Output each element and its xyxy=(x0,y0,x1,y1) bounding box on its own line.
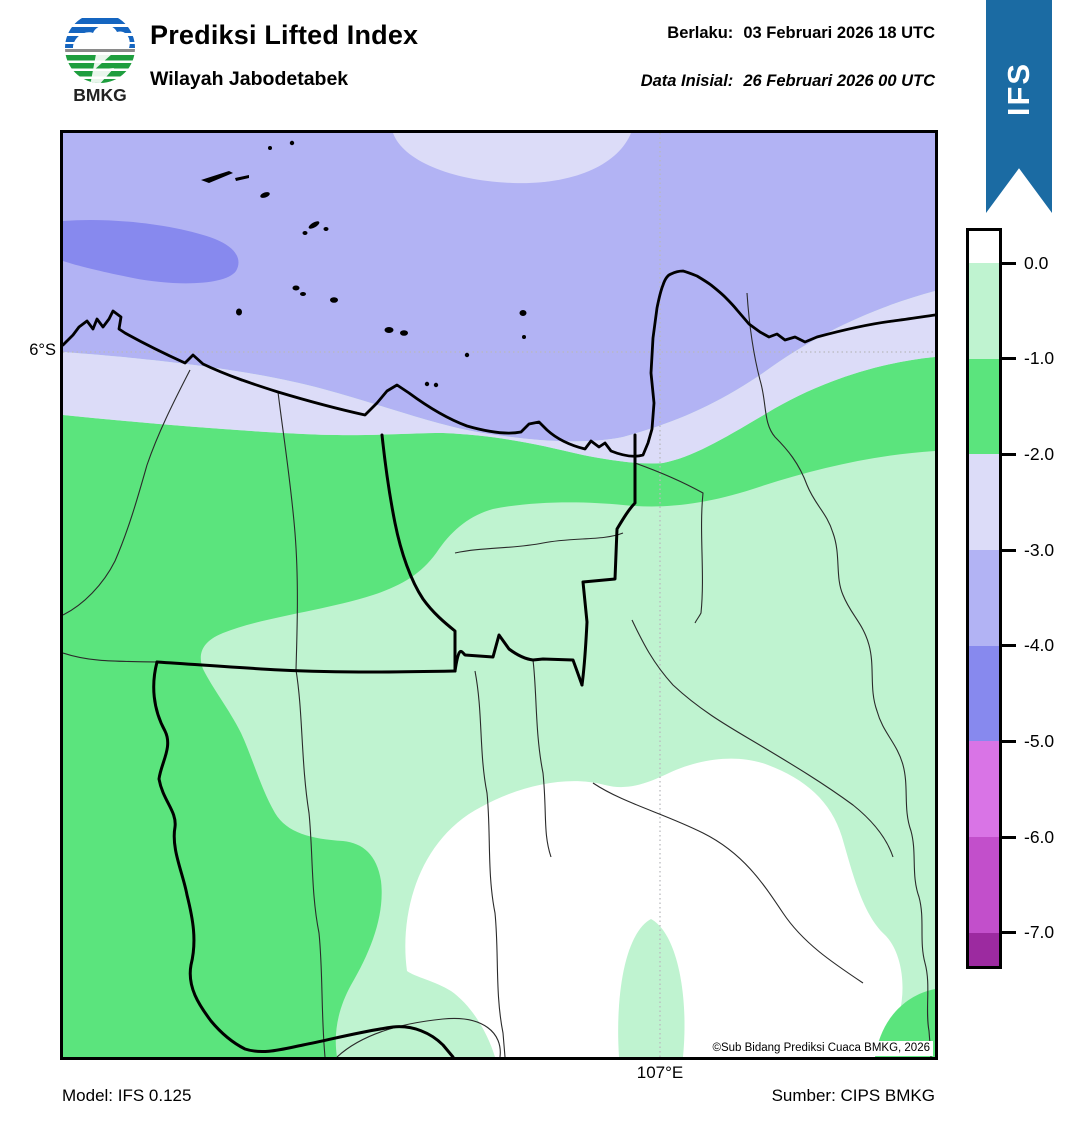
colorbar-tick-mark xyxy=(1002,548,1016,552)
valid-time-value: 03 Februari 2026 18 UTC xyxy=(743,24,935,42)
colorbar-segments xyxy=(966,228,1002,969)
colorbar-tick-mark xyxy=(1002,452,1016,456)
colorbar-tick-label: -5.0 xyxy=(1024,731,1055,751)
valid-time-line: Berlaku: 03 Februari 2026 18 UTC xyxy=(667,24,935,43)
page-title: Prediksi Lifted Index xyxy=(150,20,419,50)
colorbar-tick-mark xyxy=(1002,740,1016,743)
colorbar-tick-label: -6.0 xyxy=(1024,826,1055,847)
fill-patch-m2-to-m3 xyxy=(393,133,631,184)
bmkg-logo: BMKG xyxy=(65,13,135,104)
colorbar-tick-label: -4.0 xyxy=(1024,635,1055,656)
fill-level-m2-to-m3 xyxy=(63,291,935,464)
colorbar-segment xyxy=(969,358,999,455)
colorbar-segment xyxy=(969,454,999,551)
footer-source-text: Sumber: CIPS BMKG xyxy=(771,1086,935,1105)
fill-level-m4-to-m5 xyxy=(63,219,239,284)
colorbar-tick-label: -3.0 xyxy=(1024,539,1055,560)
colorbar-tick-mark xyxy=(1002,644,1016,648)
colorbar-tick-mark xyxy=(1002,835,1016,839)
coastline xyxy=(63,269,935,458)
colorbar: 0.0 -1.0 -2.0 -3.0 -4.0 -5.0 -6.0 -7.0 xyxy=(966,228,1068,969)
initial-time-value: 26 Februari 2026 00 UTC xyxy=(743,72,935,90)
page-subtitle: Wilayah Jabodetabek xyxy=(150,68,349,90)
colorbar-segment xyxy=(969,645,999,742)
colorbar-segment xyxy=(969,550,999,646)
colorbar-segment xyxy=(969,741,999,838)
lifted-index-map xyxy=(63,133,935,1057)
fill-finger-0-to-m1 xyxy=(618,919,685,1057)
colorbar-tick-label: -7.0 xyxy=(1024,922,1055,943)
fill-corner-m1-to-m2 xyxy=(875,989,935,1057)
admin-boundaries-thick xyxy=(152,433,637,1057)
colorbar-tick-mark xyxy=(1002,357,1016,361)
initial-time-line: Data Inisial: 26 Februari 2026 00 UTC xyxy=(641,72,935,91)
map-panel: ©Sub Bidang Prediksi Cuaca BMKG, 2026 xyxy=(60,130,938,1060)
fill-level-m3-to-m4 xyxy=(63,133,935,442)
colorbar-segment xyxy=(969,263,999,359)
colorbar-tick-label: -1.0 xyxy=(1024,348,1055,369)
bmkg-logo-icon xyxy=(65,13,135,83)
gridlines xyxy=(63,133,935,1057)
colorbar-tick-label: -2.0 xyxy=(1024,443,1055,464)
lon-axis-tick: 107°E xyxy=(636,1063,684,1082)
colorbar-segment xyxy=(969,837,999,933)
lat-axis-tick: 6°S xyxy=(29,341,56,359)
colorbar-segment xyxy=(969,231,999,263)
model-ribbon: IFS xyxy=(986,0,1052,213)
map-copyright: ©Sub Bidang Prediksi Cuaca BMKG, 2026 xyxy=(709,1041,933,1056)
valid-time-label: Berlaku: xyxy=(667,24,734,42)
islands xyxy=(201,140,527,388)
footer-model-text: Model: IFS 0.125 xyxy=(62,1086,192,1105)
colorbar-tick-mark xyxy=(1002,261,1016,265)
model-ribbon-label: IFS xyxy=(1001,62,1036,117)
colorbar-tick-mark xyxy=(1002,931,1016,935)
fill-level-positive xyxy=(405,758,903,1057)
colorbar-tick-label: 0.0 xyxy=(1024,252,1049,273)
admin-boundaries-thin xyxy=(63,292,932,1057)
initial-time-label: Data Inisial: xyxy=(640,72,734,90)
bmkg-logo-text: BMKG xyxy=(73,85,126,104)
fill-level-m1-to-m2 xyxy=(63,357,935,1057)
colorbar-segment xyxy=(969,932,999,966)
